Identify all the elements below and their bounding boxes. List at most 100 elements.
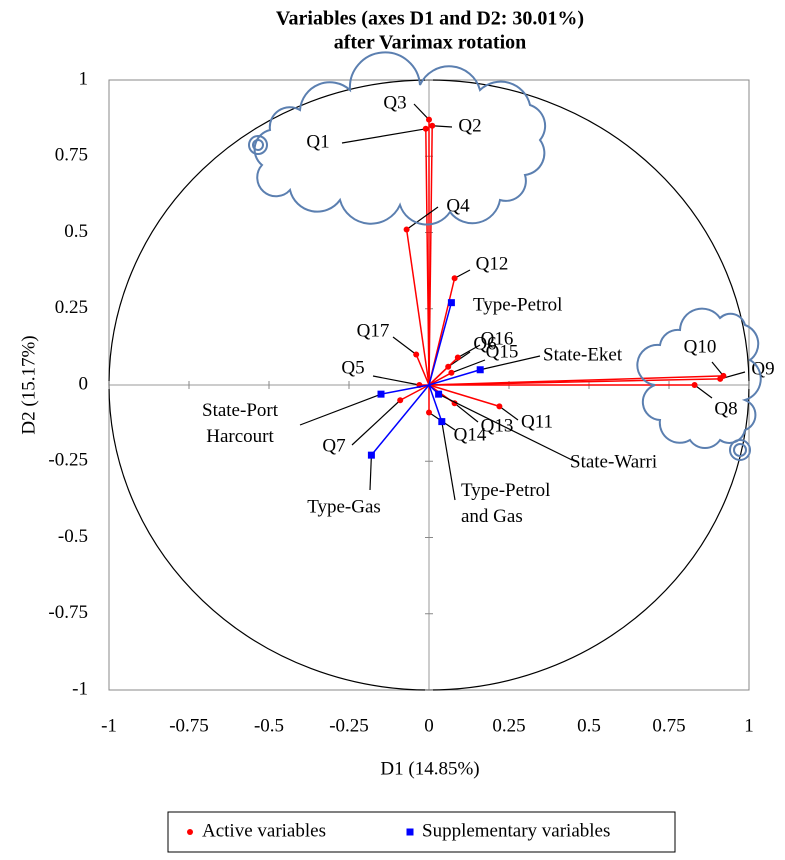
point: [476, 366, 484, 374]
leader-line: [351, 399, 401, 446]
point: [422, 125, 429, 132]
x-axis-label: D1 (14.85%): [380, 758, 479, 779]
vector: [428, 384, 443, 422]
y-tick-label: -0.5: [58, 526, 88, 547]
leader-line: [369, 455, 372, 491]
y-tick-label: 0.5: [64, 221, 88, 242]
x-tick-label: -0.75: [169, 715, 209, 736]
point: [397, 397, 404, 404]
leader-line: [451, 359, 486, 374]
point: [454, 354, 461, 361]
point: [426, 409, 432, 416]
point-label: State-Port Harcourt: [202, 400, 279, 447]
legend-swatch: [187, 829, 193, 835]
chart-title: Variables (axes D1 and D2: 30.01%): [276, 8, 584, 30]
y-tick-label: 0.25: [55, 297, 88, 318]
leader-line: [341, 128, 426, 144]
vector: [428, 384, 500, 408]
y-tick-label: -0.75: [48, 602, 88, 623]
y-axis-label: D2 (15.17%): [18, 335, 39, 434]
point: [426, 116, 432, 123]
vector: [428, 357, 459, 386]
point: [691, 382, 698, 388]
point-label: Type-Petrol: [473, 294, 562, 315]
point-label: Q7: [322, 435, 345, 456]
y-tick-label: -0.25: [48, 450, 88, 471]
point: [451, 275, 458, 282]
leader-line: [413, 103, 430, 121]
point-label: Q1: [306, 131, 329, 152]
leader-line: [441, 421, 456, 501]
point: [435, 390, 443, 398]
y-tick-label: 0: [79, 373, 89, 394]
point: [367, 451, 375, 459]
point: [448, 369, 455, 376]
point: [413, 351, 420, 358]
point: [377, 390, 385, 398]
legend-box: [167, 811, 676, 853]
vector: [380, 384, 430, 395]
vector: [428, 372, 452, 386]
leader-line: [694, 384, 713, 399]
vector: [428, 369, 481, 386]
point-label: Q3: [383, 92, 406, 113]
point-label: Q5: [341, 357, 364, 378]
x-tick-label: -0.5: [254, 715, 284, 736]
y-tick-label: 0.75: [55, 145, 88, 166]
leader-line: [372, 375, 420, 386]
point-label: Q2: [458, 115, 481, 136]
leader-line: [392, 336, 417, 355]
point-label: Q8: [714, 398, 737, 419]
vector: [428, 302, 453, 386]
point: [403, 226, 410, 233]
y-tick-label: -1: [72, 678, 88, 699]
point-label: Q14: [454, 424, 487, 445]
vector: [370, 384, 430, 456]
leader-line: [480, 355, 541, 371]
cloud-bubble: [729, 439, 751, 461]
point-label: Q12: [476, 253, 509, 274]
cloud-bubble: [252, 139, 264, 151]
leader-line: [454, 402, 479, 423]
point-label: Q16: [481, 328, 514, 349]
leader-line: [438, 393, 573, 461]
cloud-bubble: [248, 135, 268, 155]
x-tick-label: 0: [424, 715, 434, 736]
point: [429, 122, 436, 129]
x-tick-label: 0.75: [652, 715, 685, 736]
x-tick-label: 1: [744, 715, 754, 736]
cloud: [253, 51, 547, 226]
point-label: Q10: [684, 336, 717, 357]
point-label: Type-Gas: [307, 496, 381, 517]
point-label: Q6: [473, 333, 496, 354]
point: [447, 299, 455, 307]
x-tick-label: -0.25: [329, 715, 369, 736]
point-label: Type-Petrol and Gas: [461, 480, 550, 527]
vector: [405, 229, 430, 386]
point-label: Q15: [486, 341, 519, 362]
point-label: Q9: [751, 358, 774, 379]
leader-line: [299, 393, 382, 426]
vector: [428, 375, 724, 386]
legend-label: Supplementary variables: [422, 820, 610, 841]
point-label: State-Eket: [543, 344, 623, 365]
point-label: Q17: [357, 320, 390, 341]
point: [496, 403, 503, 410]
leader-line: [406, 206, 439, 230]
legend-label: Active variables: [202, 820, 326, 841]
leader-line: [432, 125, 453, 128]
x-tick-label: 0.25: [492, 715, 525, 736]
point-label: Q13: [481, 415, 514, 436]
point: [720, 372, 727, 379]
point: [438, 418, 446, 426]
cloud-bubble: [733, 443, 747, 457]
legend-swatch: [406, 828, 414, 836]
vector: [415, 354, 430, 386]
vector: [399, 384, 430, 401]
x-tick-label: -1: [101, 715, 117, 736]
plot-layer: -1 -0.75 -0.5 -0.25 0 0.25 0.5 0.75 1 -1 -0.75 -0.5…: [48, 68, 774, 736]
point-label: State-Warri: [570, 451, 657, 472]
annotation-clouds: [248, 51, 762, 461]
